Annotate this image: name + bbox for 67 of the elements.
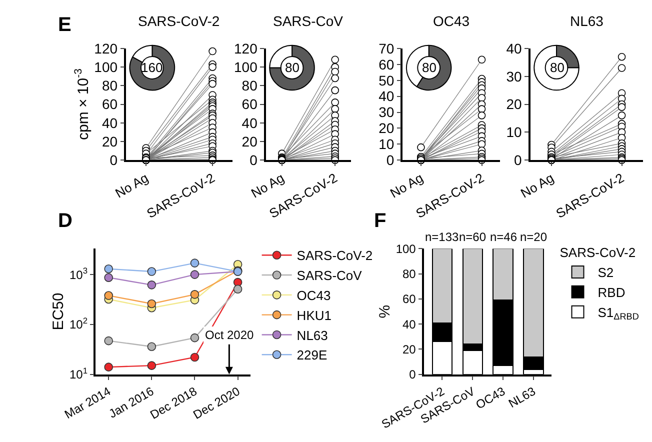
y-tick-label: 10$^{3}$ <box>70 266 88 282</box>
y-axis-title: EC50 <box>50 292 68 330</box>
y-tick-label: 0 <box>386 152 394 168</box>
y-tick-label: 80 <box>242 78 258 94</box>
annotation: 80 <box>550 60 564 75</box>
legend-label: 229E <box>296 348 328 363</box>
y-tick-label: 0 <box>514 152 522 168</box>
y-tick-label: 60 <box>242 96 258 112</box>
y-tick-label: 100 <box>94 58 118 75</box>
y-tick-label: 20 <box>402 342 416 356</box>
x-tick-label: No Ag <box>112 170 151 201</box>
chart-title: SARS-CoV-2 <box>138 13 220 29</box>
y-tick-label: 20 <box>506 96 522 112</box>
legend-label: HKU1 <box>296 308 332 323</box>
legend-label: NL63 <box>296 328 328 343</box>
y-tick-label: 60 <box>102 96 118 112</box>
y-tick-label: 0 <box>250 152 258 168</box>
y-tick-label: 20 <box>102 133 118 150</box>
y-tick-label: 0 <box>409 368 416 382</box>
annotation: 160 <box>141 60 163 75</box>
text: D <box>58 210 72 232</box>
y-tick-label: 20 <box>378 120 394 136</box>
y-tick-label: 30 <box>378 104 394 120</box>
y-tick-label: 50 <box>378 72 394 88</box>
legend-label: SARS-CoV-2 <box>296 248 373 264</box>
y-tick-label: 20 <box>242 133 258 150</box>
y-tick-label: 60 <box>402 292 416 306</box>
annotation: n=46 <box>490 230 518 244</box>
y-tick-label: 40 <box>402 317 416 332</box>
y-tick-label: 40 <box>378 88 394 104</box>
text: F <box>374 210 386 232</box>
legend-label: RBD <box>598 284 626 300</box>
y-tick-label: 80 <box>102 78 118 94</box>
y-tick-label: 120 <box>234 40 258 56</box>
y-tick-label: 80 <box>402 267 416 282</box>
y-tick-label: 30 <box>506 68 522 84</box>
annotation: 80 <box>422 60 436 75</box>
y-tick-label: 40 <box>506 40 522 56</box>
y-tick-label: 100 <box>396 242 416 256</box>
y-tick-label: 10$^{1}$ <box>70 366 88 382</box>
chart-title: NL63 <box>570 13 604 29</box>
annotation: n=20 <box>520 230 548 244</box>
annotation: n=60 <box>459 230 486 244</box>
chart-title: OC43 <box>433 13 470 29</box>
annotation: 80 <box>285 60 300 75</box>
x-tick-label: NL63 <box>506 384 538 411</box>
x-tick-label: No Ag <box>518 170 556 201</box>
y-tick-label: 60 <box>378 56 394 72</box>
y-tick-label: 40 <box>102 114 118 131</box>
y-tick-label: 0 <box>110 152 118 168</box>
annotation: Oct 2020 <box>205 328 254 342</box>
y-tick-label: 70 <box>378 40 394 56</box>
chart-title: SARS-CoV <box>273 13 344 29</box>
y-tick-label: 10 <box>506 124 522 140</box>
y-tick-label: 40 <box>242 114 258 131</box>
legend-label: SARS-CoV <box>296 268 362 284</box>
legend-title: SARS-CoV-2 <box>560 245 636 260</box>
y-tick-label: 10 <box>378 136 394 152</box>
legend-label: S2 <box>598 265 614 280</box>
y-axis-title: % <box>376 304 394 318</box>
annotation: n=133 <box>425 230 460 244</box>
y-tick-label: 100 <box>234 58 258 75</box>
y-tick-label: 120 <box>94 40 118 56</box>
y-tick-label: 10$^{2}$ <box>70 316 88 332</box>
text: E <box>58 14 72 36</box>
legend-label: OC43 <box>296 288 331 303</box>
legend-label: S1$_{ΔRBD}$ <box>598 304 640 322</box>
